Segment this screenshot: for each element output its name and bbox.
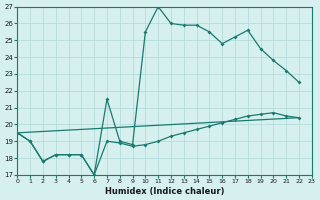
X-axis label: Humidex (Indice chaleur): Humidex (Indice chaleur) [105,187,224,196]
